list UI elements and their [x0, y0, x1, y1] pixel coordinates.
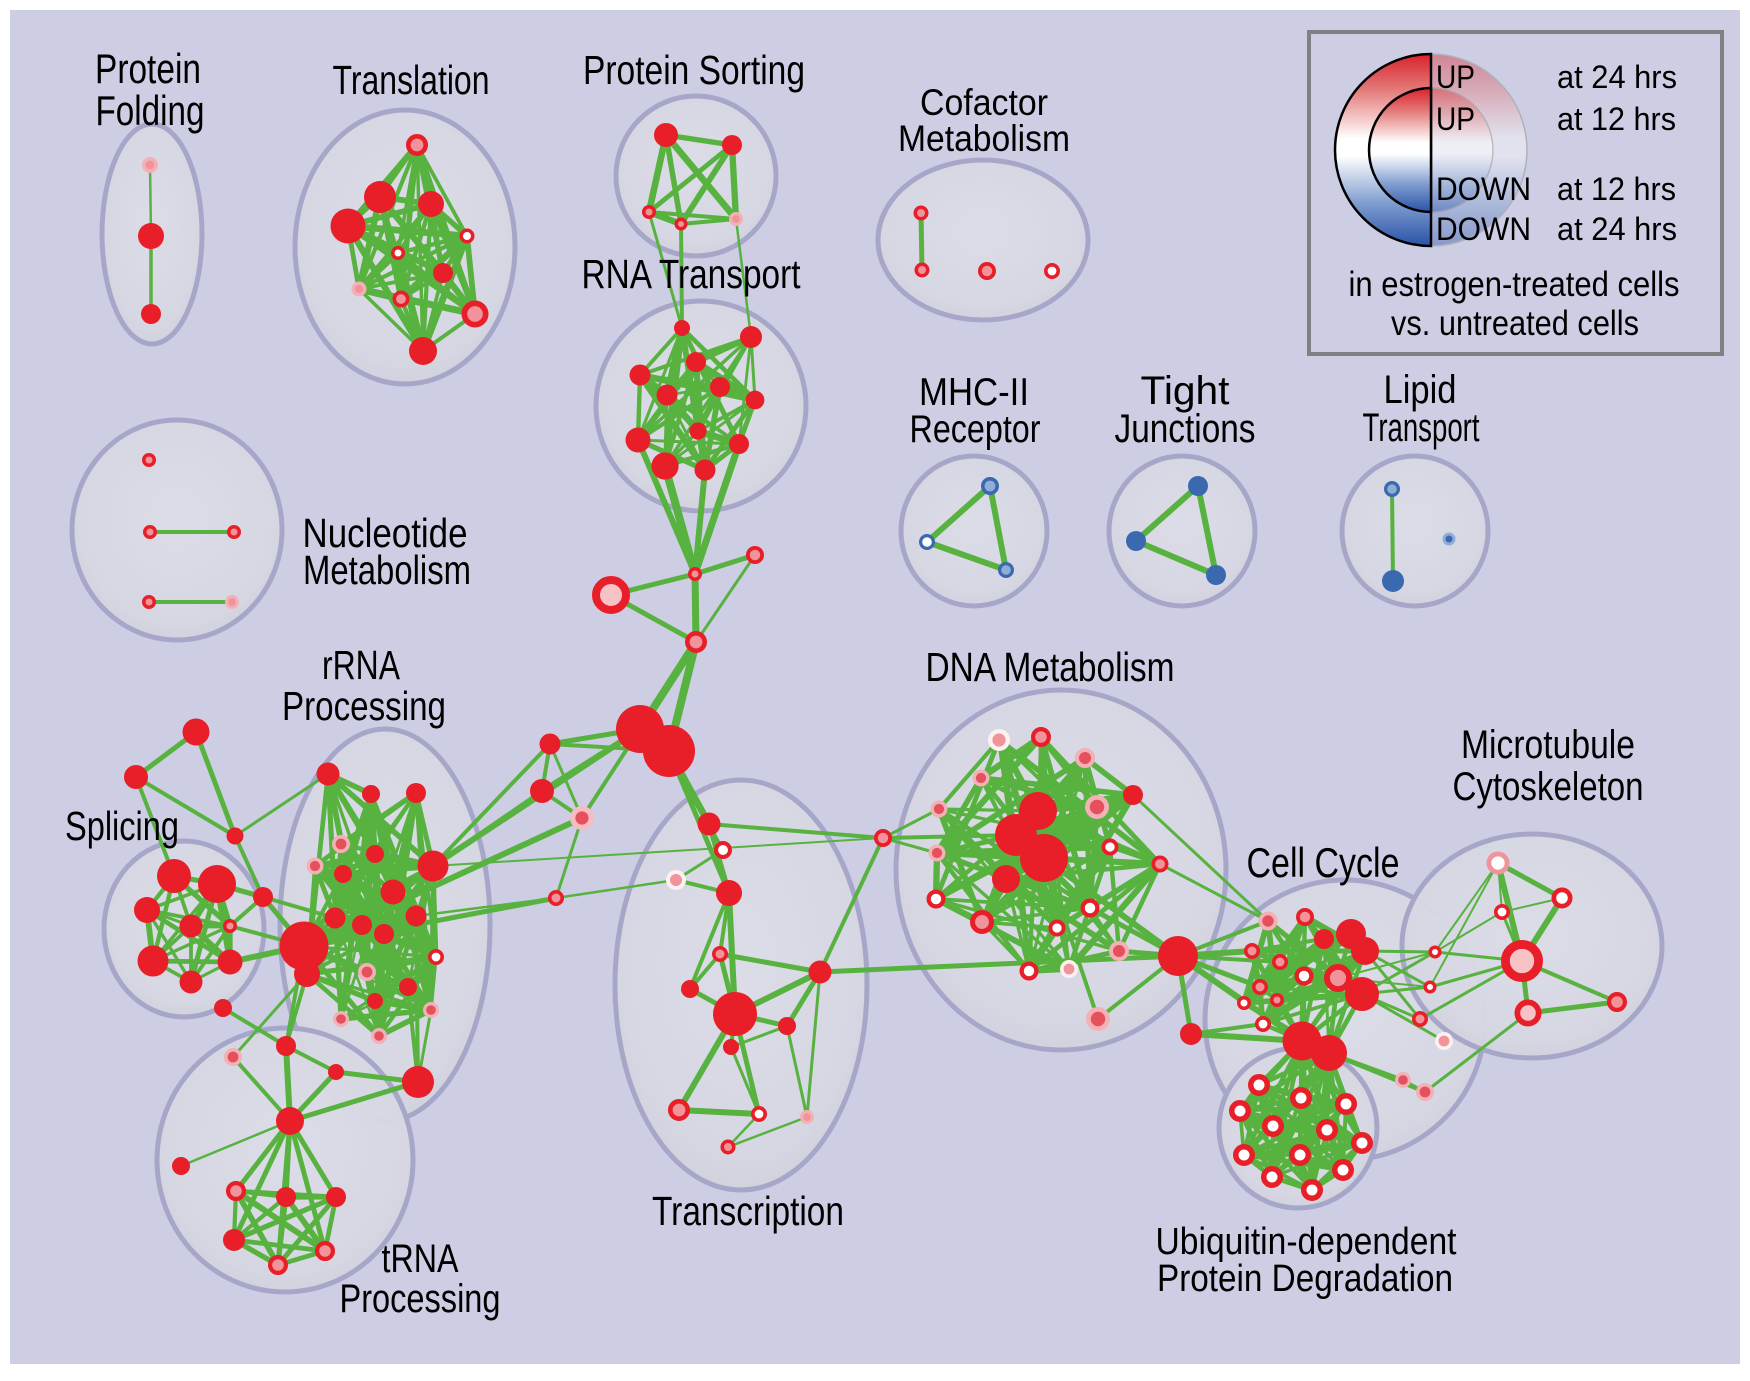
svg-text:in estrogen-treated cells: in estrogen-treated cells	[1349, 265, 1680, 304]
svg-text:Splicing: Splicing	[65, 803, 179, 849]
svg-text:RNA Transport: RNA Transport	[582, 251, 801, 297]
svg-text:Metabolism: Metabolism	[898, 118, 1070, 159]
svg-text:Cytoskeleton: Cytoskeleton	[1453, 765, 1644, 809]
svg-text:Ubiquitin-dependent: Ubiquitin-dependent	[1156, 1221, 1457, 1263]
svg-text:Protein: Protein	[95, 45, 201, 92]
svg-text:tRNA: tRNA	[382, 1237, 459, 1281]
svg-text:Microtubule: Microtubule	[1461, 723, 1635, 767]
svg-text:MHC-II: MHC-II	[919, 371, 1029, 414]
svg-text:Folding: Folding	[96, 87, 205, 134]
svg-text:rRNA: rRNA	[322, 642, 401, 688]
svg-text:Tight: Tight	[1141, 369, 1230, 413]
svg-text:DOWN: DOWN	[1436, 211, 1531, 247]
svg-text:Receptor: Receptor	[910, 408, 1041, 451]
svg-text:Transcription: Transcription	[652, 1188, 844, 1234]
svg-text:Lipid: Lipid	[1384, 368, 1457, 412]
svg-text:UP: UP	[1436, 101, 1475, 137]
svg-text:at 24 hrs: at 24 hrs	[1557, 59, 1677, 95]
svg-text:Transport: Transport	[1363, 406, 1480, 450]
svg-text:Processing: Processing	[282, 683, 446, 729]
svg-text:UP: UP	[1436, 59, 1475, 95]
svg-text:Translation: Translation	[333, 57, 490, 103]
svg-text:at 12 hrs: at 12 hrs	[1557, 171, 1676, 207]
svg-text:Junctions: Junctions	[1115, 407, 1256, 451]
svg-text:Cofactor: Cofactor	[920, 82, 1048, 123]
svg-text:DNA Metabolism: DNA Metabolism	[926, 644, 1175, 690]
svg-text:Cell Cycle: Cell Cycle	[1247, 839, 1400, 886]
svg-text:DOWN: DOWN	[1436, 171, 1531, 207]
svg-text:vs. untreated cells: vs. untreated cells	[1391, 304, 1639, 343]
svg-text:Metabolism: Metabolism	[303, 547, 471, 593]
svg-text:Processing: Processing	[340, 1277, 501, 1321]
svg-text:Protein Degradation: Protein Degradation	[1157, 1258, 1453, 1300]
svg-text:Protein Sorting: Protein Sorting	[583, 47, 805, 93]
svg-text:Nucleotide: Nucleotide	[303, 510, 468, 556]
svg-text:at 24 hrs: at 24 hrs	[1557, 211, 1677, 247]
svg-text:at 12 hrs: at 12 hrs	[1557, 101, 1676, 137]
